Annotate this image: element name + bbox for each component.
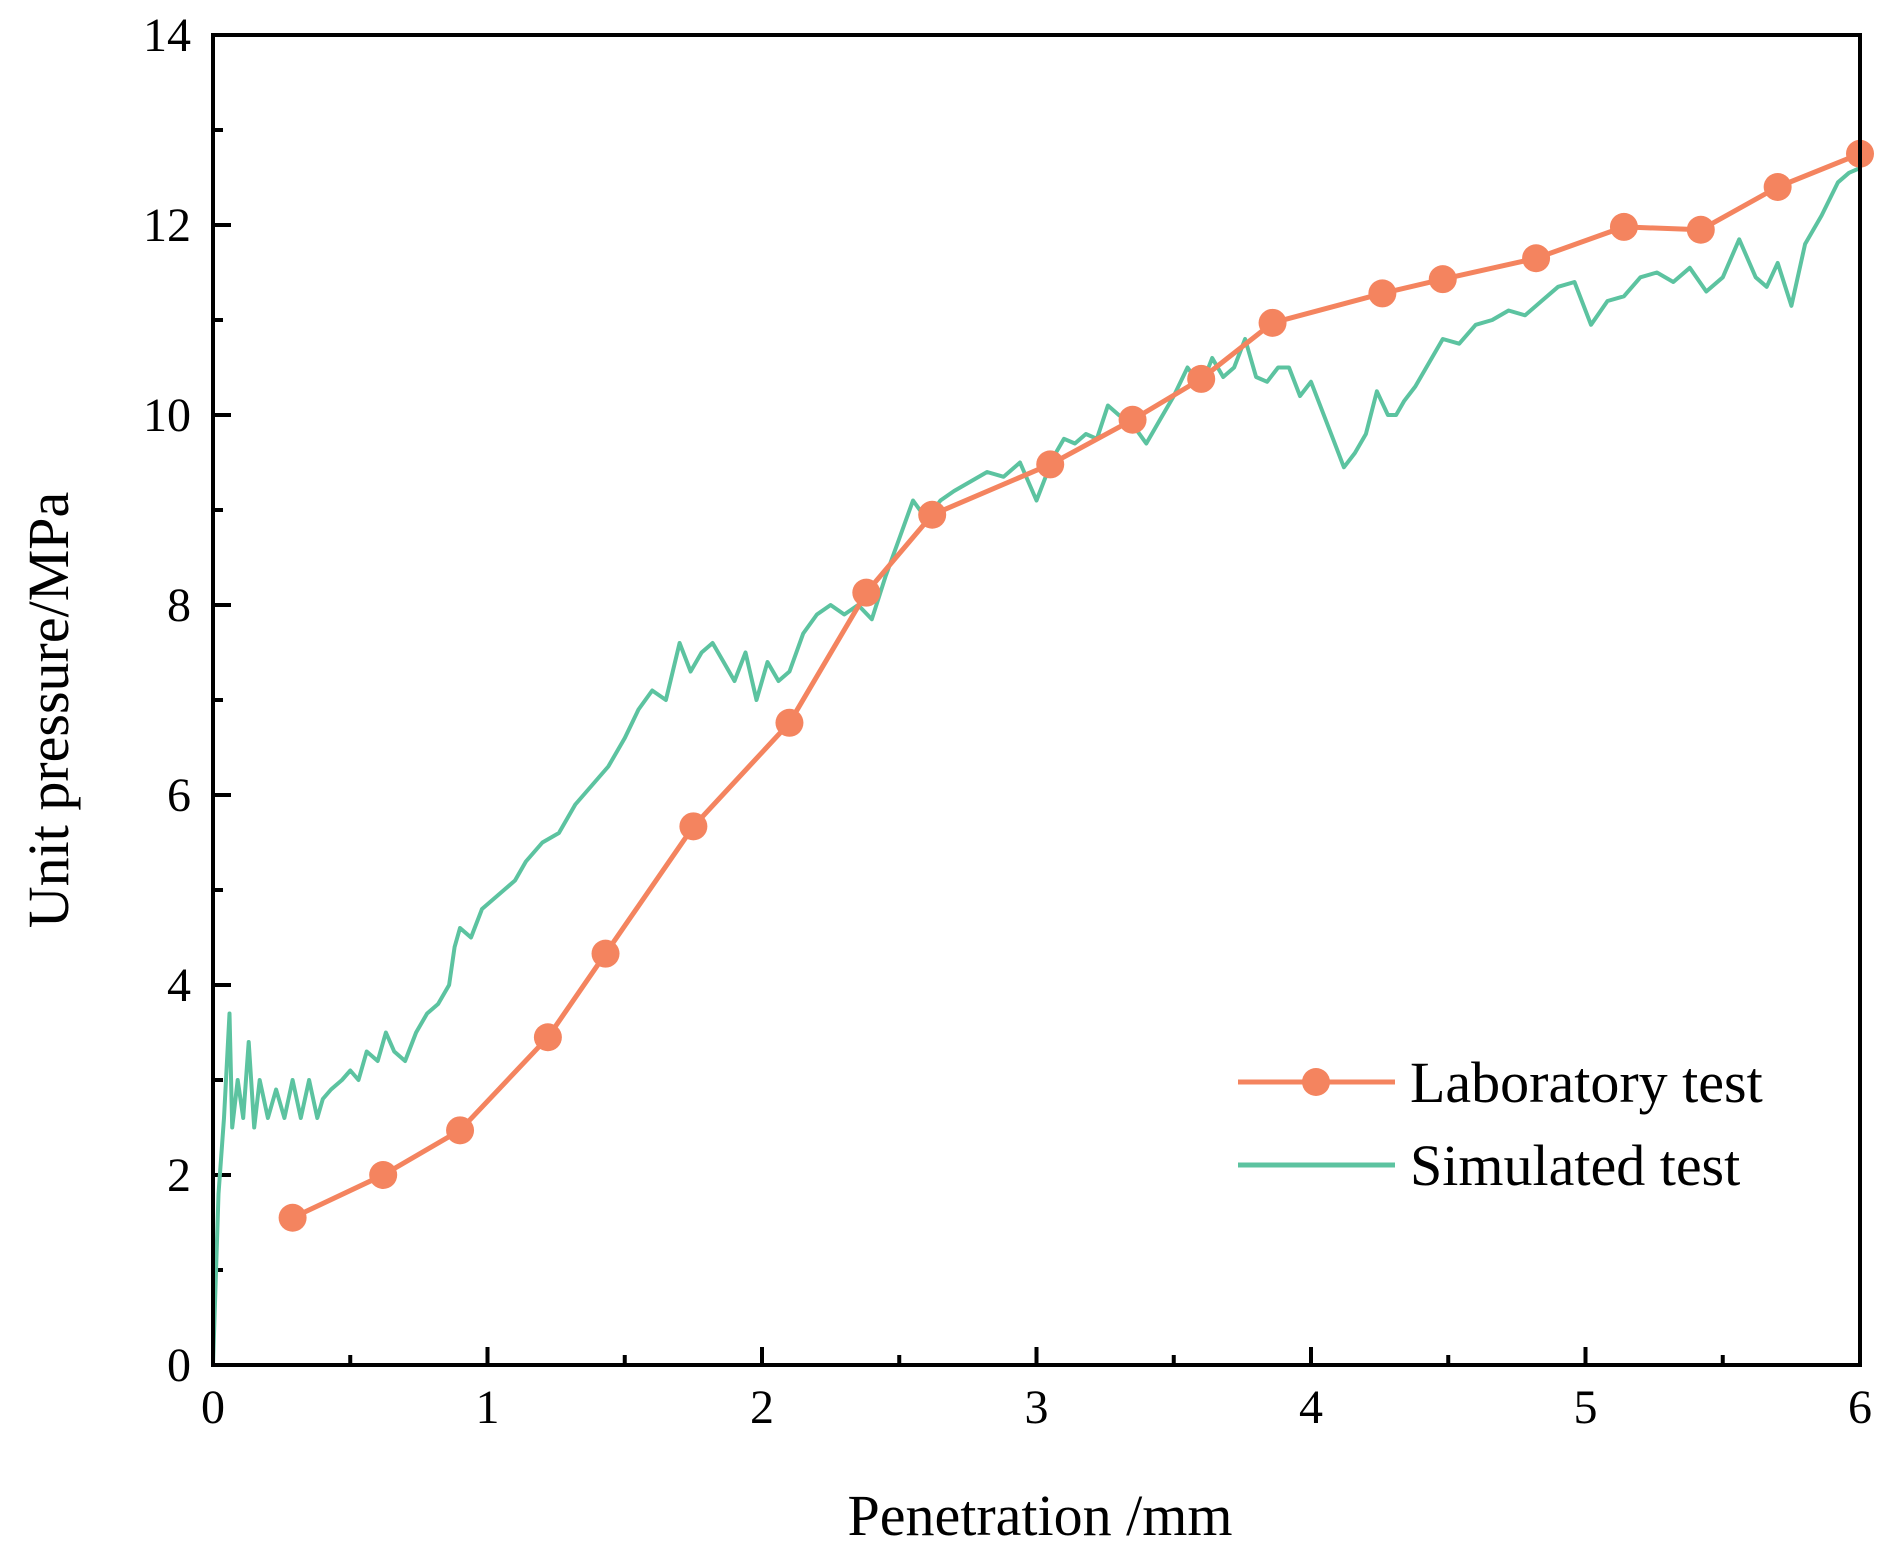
y-tick-label: 2 (167, 1149, 191, 1202)
x-tick-label: 0 (201, 1381, 225, 1434)
x-axis-title: Penetration /mm (848, 1483, 1233, 1548)
y-tick-label: 14 (143, 9, 191, 62)
laboratory-data-point (679, 812, 708, 841)
laboratory-data-point (533, 1023, 562, 1052)
laboratory-data-point (1036, 450, 1065, 479)
laboratory-data-point (1187, 364, 1216, 393)
laboratory-data-point (1522, 244, 1551, 273)
y-tick-label: 0 (167, 1339, 191, 1392)
laboratory-data-point (278, 1203, 307, 1232)
laboratory-data-point (1428, 265, 1457, 294)
y-tick-label: 6 (167, 769, 191, 822)
legend-marker-laboratory (1302, 1068, 1330, 1096)
legend-label-simulated: Simulated test (1410, 1133, 1740, 1198)
laboratory-data-point (775, 708, 804, 737)
x-tick-label: 3 (1025, 1381, 1049, 1434)
laboratory-data-point (1763, 173, 1792, 201)
y-tick-label: 10 (143, 389, 191, 442)
laboratory-data-point (1258, 308, 1287, 337)
laboratory-data-point (1368, 279, 1397, 308)
x-tick-label: 2 (750, 1381, 774, 1434)
laboratory-data-point (369, 1161, 398, 1189)
y-tick-label: 8 (167, 579, 191, 632)
y-tick-label: 4 (167, 959, 191, 1012)
laboratory-data-point (446, 1116, 475, 1145)
y-tick-label: 12 (143, 199, 191, 252)
laboratory-data-point (918, 500, 947, 529)
plot-area (211, 139, 1874, 1366)
legend: Laboratory test Simulated test (1238, 1050, 1763, 1198)
laboratory-data-point (1686, 215, 1715, 244)
laboratory-data-point (1609, 212, 1638, 241)
x-tick-label: 6 (1848, 1381, 1872, 1434)
series-line-laboratory (291, 151, 1861, 1221)
laboratory-data-point (591, 939, 620, 968)
x-tick-label: 5 (1574, 1381, 1598, 1434)
laboratory-data-point (1118, 405, 1147, 434)
legend-label-laboratory: Laboratory test (1410, 1050, 1763, 1115)
plot-frame (211, 33, 1862, 1367)
x-tick-label: 4 (1299, 1381, 1323, 1434)
y-axis-title: Unit pressure/MPa (16, 492, 81, 929)
laboratory-data-point (852, 578, 881, 607)
x-tick-label: 1 (476, 1381, 500, 1434)
